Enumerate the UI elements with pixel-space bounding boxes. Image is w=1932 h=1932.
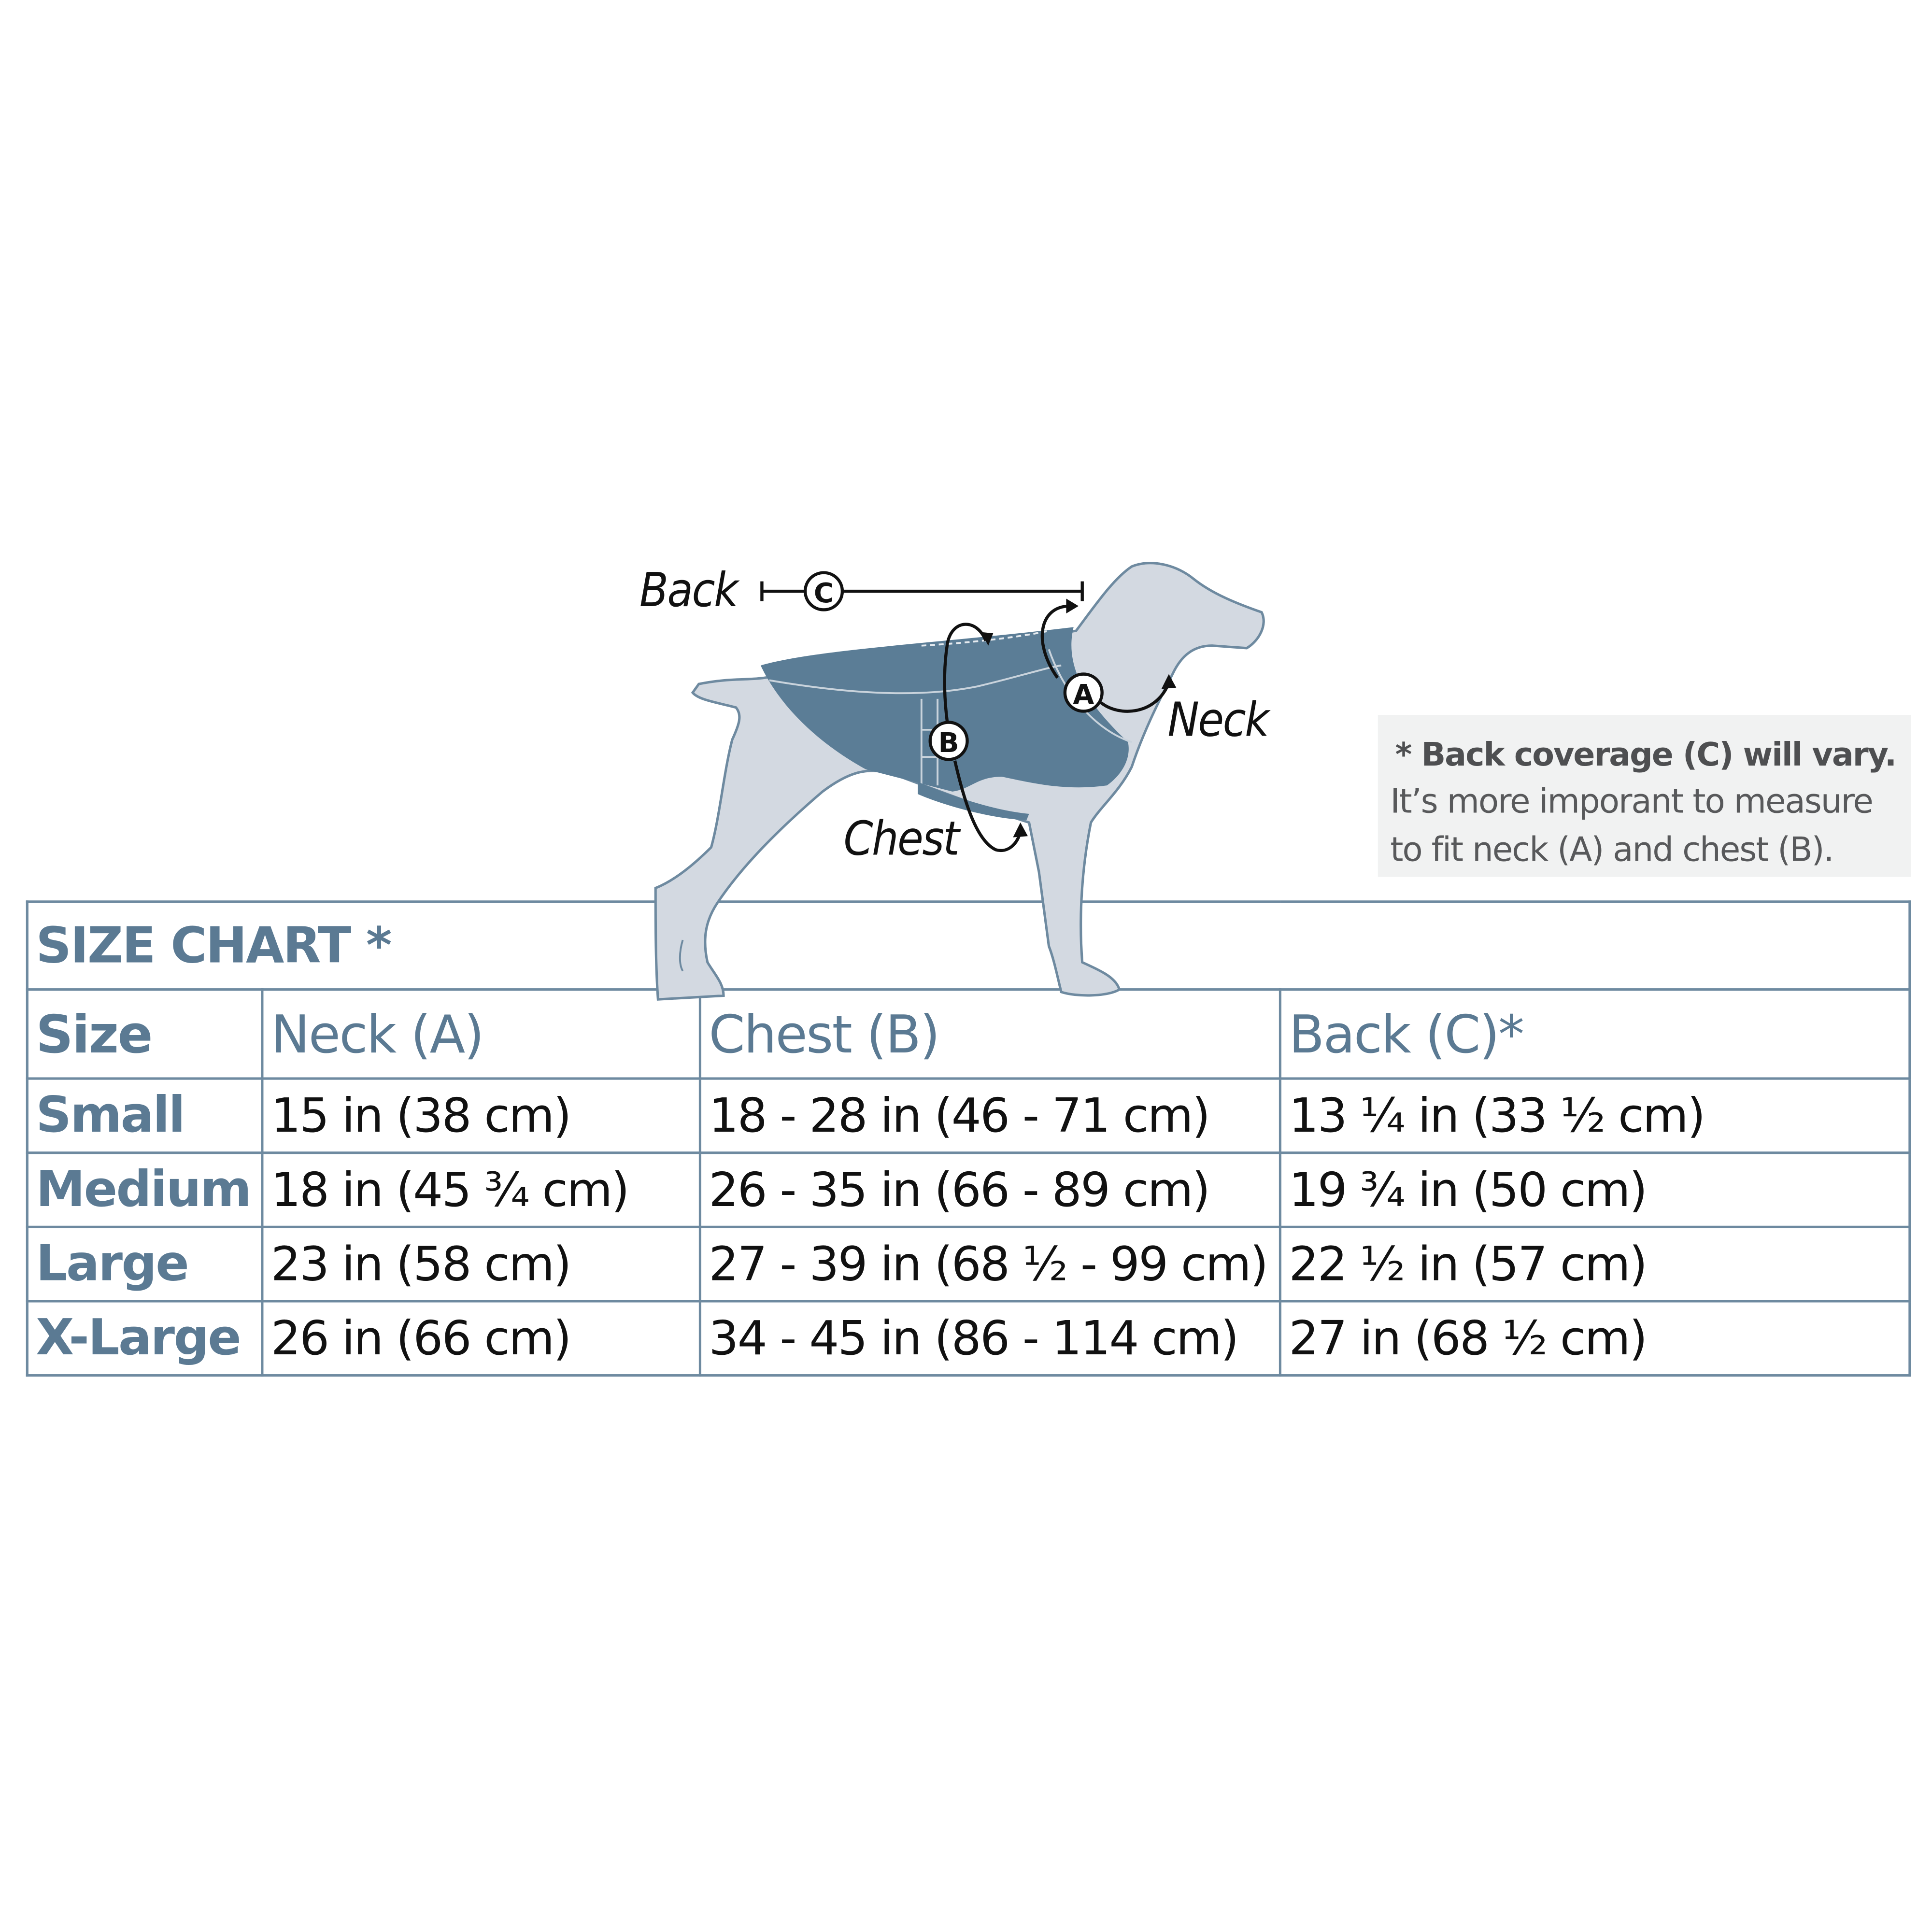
back-cell: 19 ¾ in (50 cm): [1279, 1151, 1911, 1228]
note-heading: * Back coverage (C) will vary.: [1395, 737, 1897, 775]
size-cell: Large: [26, 1225, 264, 1303]
back-cell: 13 ¼ in (33 ½ cm): [1279, 1077, 1911, 1154]
marker-b-circle: [928, 721, 969, 761]
marker-a-circle: [1063, 672, 1104, 713]
table-row: Small 15 in (38 cm) 18 - 28 in (46 - 71 …: [26, 1077, 1911, 1154]
table-row: X-Large 26 in (66 cm) 34 - 45 in (86 - 1…: [26, 1300, 1911, 1377]
neck-cell: 15 in (38 cm): [261, 1077, 701, 1154]
header-size: Size: [26, 988, 264, 1080]
table-row: Large 23 in (58 cm) 27 - 39 in (68 ½ - 9…: [26, 1225, 1911, 1303]
table-row: Medium 18 in (45 ¾ cm) 26 - 35 in (66 - …: [26, 1151, 1911, 1228]
note-line-1: It’s more imporant to measure: [1390, 782, 1874, 822]
neck-cell: 23 in (58 cm): [261, 1225, 701, 1303]
size-chart-table: SIZE CHART * Size Neck (A) Chest (B) Bac…: [26, 900, 1911, 1377]
chest-cell: 18 - 28 in (46 - 71 cm): [698, 1077, 1281, 1154]
back-label: Back: [639, 563, 739, 617]
header-back: Back (C)*: [1279, 988, 1911, 1080]
marker-b-label: B: [938, 727, 959, 759]
header-neck: Neck (A): [261, 988, 701, 1080]
size-cell: Medium: [26, 1151, 264, 1228]
neck-measure-arrow: [1040, 604, 1170, 713]
note-line-2: to fit neck (A) and chest (B).: [1390, 831, 1834, 870]
size-cell: X-Large: [26, 1300, 264, 1377]
dog-ear: [679, 939, 684, 972]
neck-label: Neck: [1167, 693, 1269, 747]
marker-a-label: A: [1073, 679, 1094, 710]
back-cell: 22 ½ in (57 cm): [1279, 1225, 1911, 1303]
marker-c-label: C: [814, 578, 834, 609]
table-title: SIZE CHART *: [26, 900, 1911, 991]
size-cell: Small: [26, 1077, 264, 1154]
chest-cell: 26 - 35 in (66 - 89 cm): [698, 1151, 1281, 1228]
header-row: Size Neck (A) Chest (B) Back (C)*: [26, 988, 1911, 1080]
chest-measure-arrow: [943, 623, 1022, 852]
header-chest: Chest (B): [698, 988, 1281, 1080]
chest-cell: 27 - 39 in (68 ½ - 99 cm): [698, 1225, 1281, 1303]
neck-cell: 18 in (45 ¾ cm): [261, 1151, 701, 1228]
marker-c-circle: [803, 571, 844, 611]
chest-label: Chest: [843, 811, 959, 866]
coat-stitching: [921, 630, 1049, 647]
chest-strap: [918, 781, 1029, 820]
back-coverage-note: * Back coverage (C) will vary. It’s more…: [1378, 715, 1911, 877]
back-cell: 27 in (68 ½ cm): [1279, 1300, 1911, 1377]
chest-cell: 34 - 45 in (86 - 114 cm): [698, 1300, 1281, 1377]
neck-cell: 26 in (66 cm): [261, 1300, 701, 1377]
